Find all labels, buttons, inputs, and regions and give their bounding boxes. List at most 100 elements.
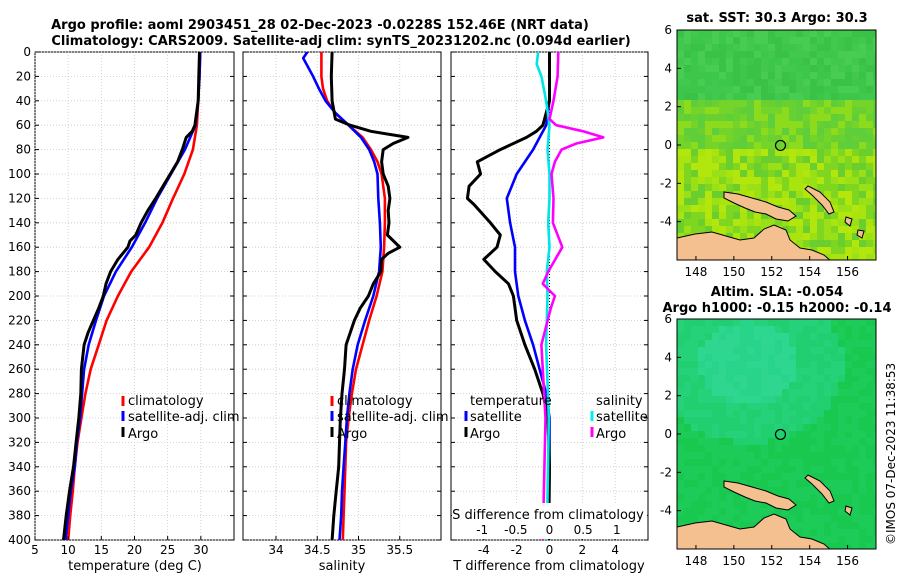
field-cell: [775, 340, 782, 347]
field-cell: [852, 382, 859, 389]
field-cell: [789, 233, 796, 240]
field-cell: [831, 396, 838, 403]
field-cell: [775, 44, 782, 51]
field-cell: [698, 212, 705, 219]
field-cell: [775, 445, 782, 452]
field-cell: [712, 191, 719, 198]
field-cell: [782, 205, 789, 212]
field-cell: [831, 163, 838, 170]
field-cell: [761, 333, 768, 340]
field-cell: [859, 452, 866, 459]
field-cell: [789, 382, 796, 389]
field-cell: [838, 254, 845, 260]
field-cell: [873, 396, 876, 403]
field-cell: [740, 163, 747, 170]
lat-tick-label: 6: [664, 312, 672, 326]
field-cell: [782, 424, 789, 431]
field-cell: [782, 494, 789, 501]
field-cell: [726, 44, 733, 51]
field-cell: [838, 494, 845, 501]
field-cell: [824, 361, 831, 368]
field-cell: [698, 149, 705, 156]
field-cell: [691, 156, 698, 163]
x-tick-label: 34: [268, 543, 283, 557]
field-cell: [775, 135, 782, 142]
field-cell: [719, 86, 726, 93]
field-cell: [831, 466, 838, 473]
figure-title-line2: Climatology: CARS2009. Satellite-adj cli…: [51, 34, 630, 49]
field-cell: [698, 473, 705, 480]
field-cell: [866, 501, 873, 508]
field-cell: [740, 340, 747, 347]
field-cell: [852, 403, 859, 410]
field-cell: [817, 382, 824, 389]
field-cell: [852, 79, 859, 86]
field-cell: [684, 58, 691, 65]
field-cell: [824, 142, 831, 149]
field-cell: [817, 354, 824, 361]
field-cell: [817, 163, 824, 170]
field-cell: [838, 128, 845, 135]
field-cell: [691, 114, 698, 121]
field-cell: [796, 212, 803, 219]
legend-label-climatology: climatology: [337, 394, 413, 409]
field-cell: [866, 529, 873, 536]
field-cell: [796, 424, 803, 431]
field-cell: [733, 347, 740, 354]
depth-tick-label: 300: [8, 411, 31, 425]
field-cell: [838, 135, 845, 142]
field-cell: [775, 354, 782, 361]
field-cell: [712, 100, 719, 107]
field-cell: [761, 135, 768, 142]
field-cell: [747, 354, 754, 361]
field-cell: [705, 58, 712, 65]
field-cell: [733, 354, 740, 361]
field-cell: [691, 58, 698, 65]
field-cell: [691, 107, 698, 114]
field-cell: [684, 135, 691, 142]
field-cell: [775, 58, 782, 65]
field-cell: [677, 515, 684, 522]
field-cell: [712, 410, 719, 417]
field-cell: [698, 72, 705, 79]
field-cell: [866, 361, 873, 368]
field-cell: [698, 480, 705, 487]
field-cell: [824, 233, 831, 240]
field-cell: [803, 58, 810, 65]
field-cell: [747, 79, 754, 86]
field-cell: [747, 508, 754, 515]
field-cell: [775, 30, 782, 37]
field-cell: [747, 522, 754, 529]
field-cell: [754, 79, 761, 86]
field-cell: [775, 389, 782, 396]
field-cell: [684, 368, 691, 375]
field-cell: [796, 375, 803, 382]
field-cell: [677, 121, 684, 128]
field-cell: [740, 37, 747, 44]
field-cell: [873, 177, 876, 184]
field-cell: [747, 128, 754, 135]
field-cell: [705, 51, 712, 58]
field-cell: [691, 149, 698, 156]
field-cell: [719, 368, 726, 375]
field-cell: [747, 51, 754, 58]
field-cell: [705, 184, 712, 191]
field-cell: [859, 30, 866, 37]
field-cell: [775, 375, 782, 382]
field-cell: [859, 319, 866, 326]
field-cell: [768, 473, 775, 480]
field-cell: [873, 410, 876, 417]
field-cell: [726, 135, 733, 142]
field-cell: [768, 508, 775, 515]
field-cell: [873, 72, 876, 79]
field-cell: [810, 37, 817, 44]
field-cell: [789, 438, 796, 445]
field-cell: [740, 396, 747, 403]
field-cell: [677, 459, 684, 466]
field-cell: [768, 107, 775, 114]
field-cell: [691, 198, 698, 205]
field-cell: [852, 410, 859, 417]
field-cell: [719, 226, 726, 233]
field-cell: [782, 100, 789, 107]
field-cell: [789, 424, 796, 431]
